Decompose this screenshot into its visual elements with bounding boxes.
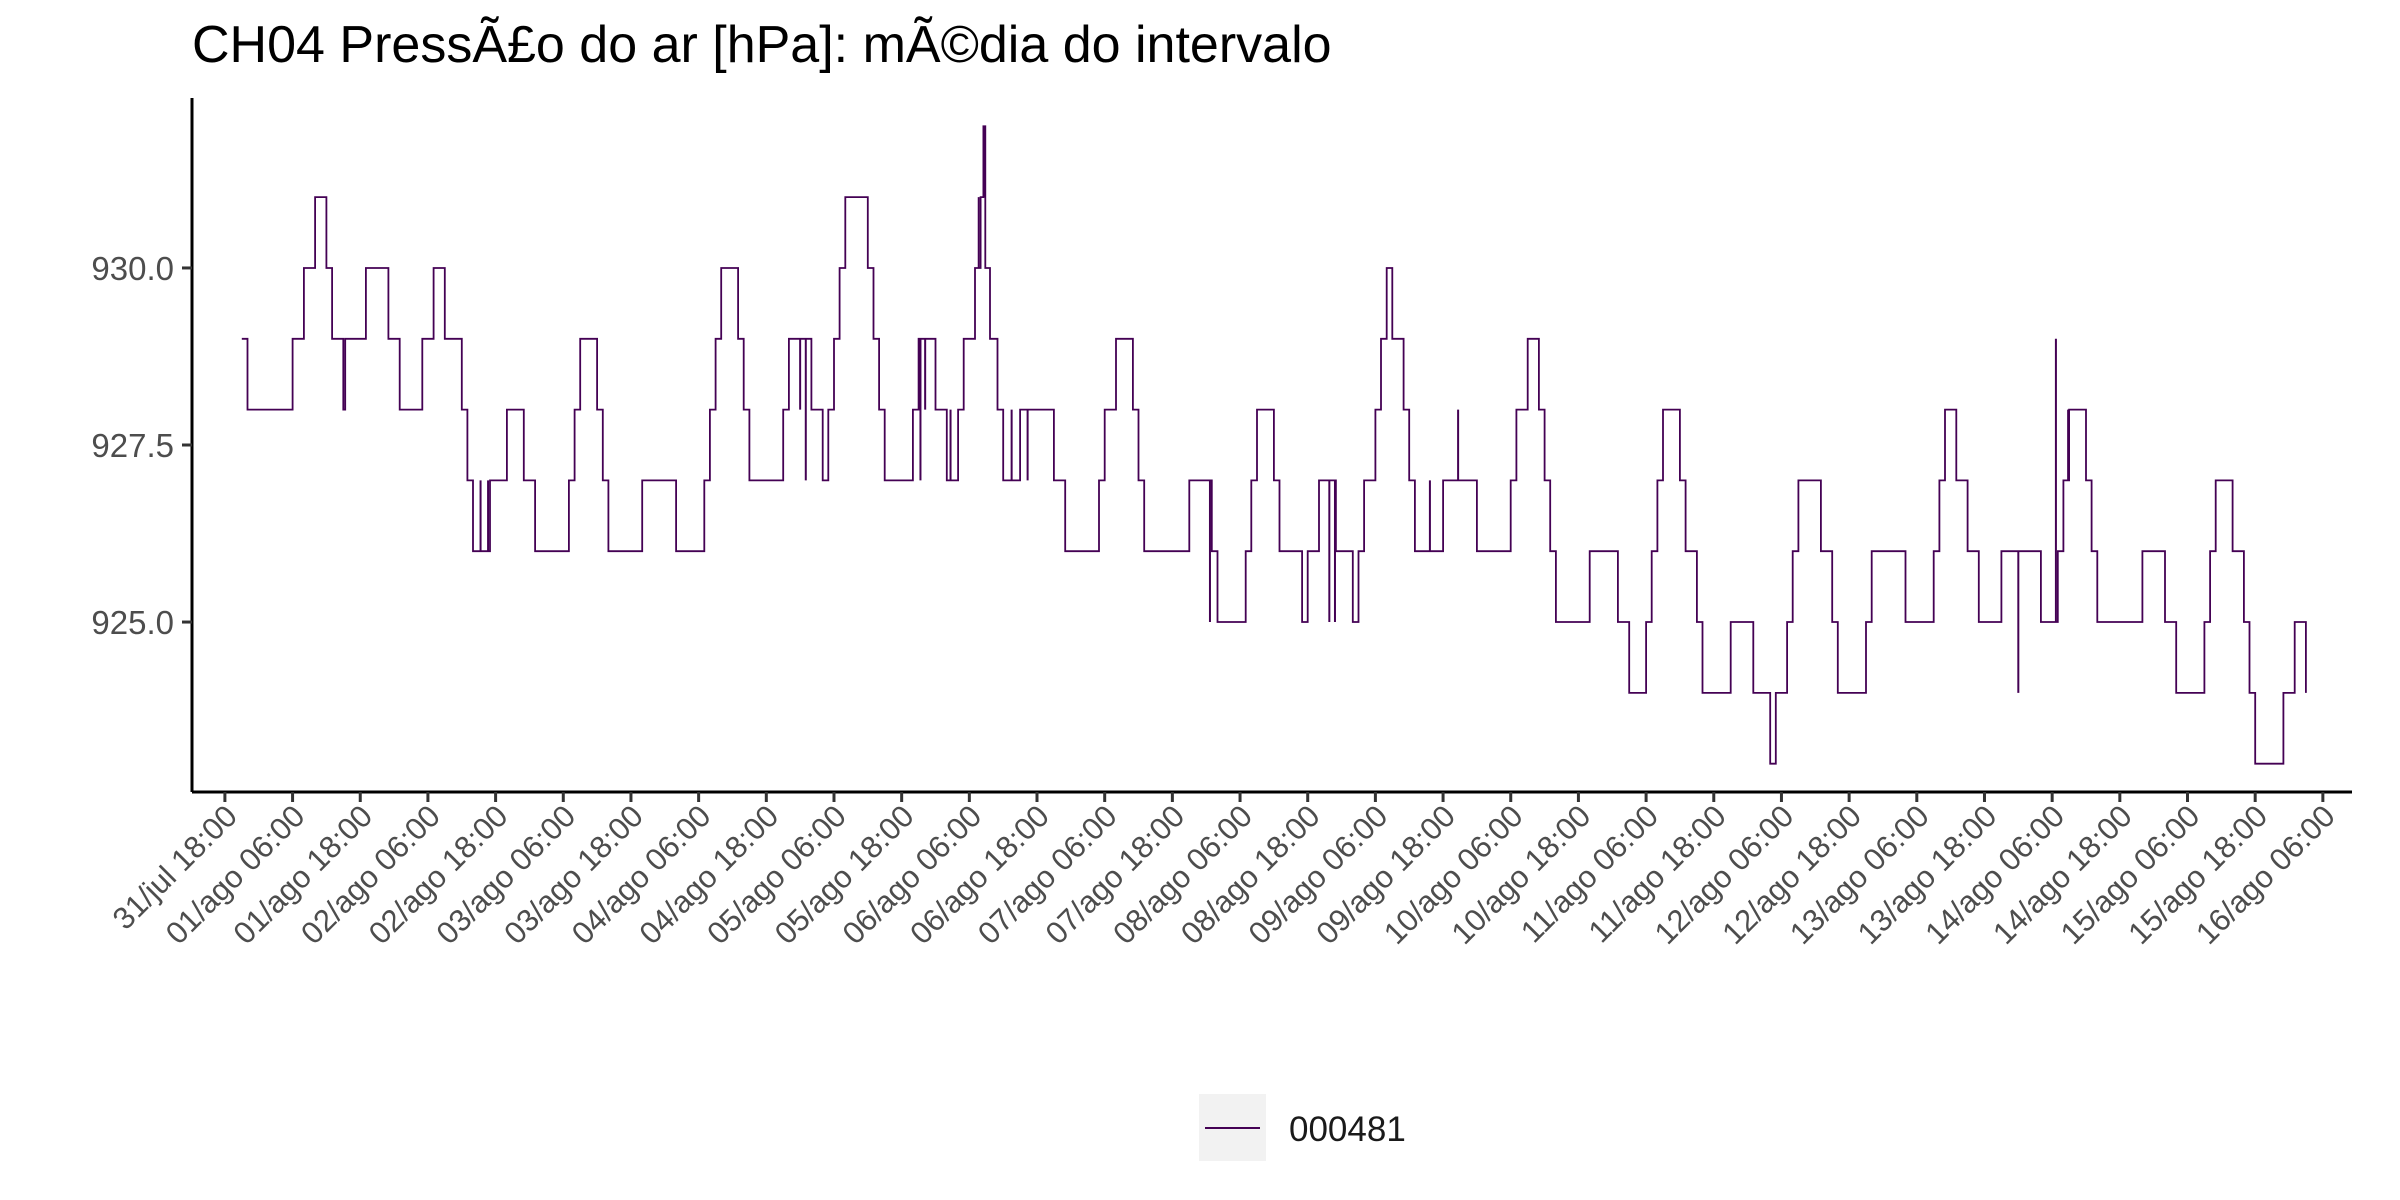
y-tick-label: 927.5 <box>91 427 174 464</box>
series-line-000481 <box>241 125 2307 765</box>
y-axis-ticks: 925.0 927.5 930.0 <box>91 250 192 641</box>
chart-title: CH04 PressÃ£o do ar [hPa]: mÃ©dia do int… <box>192 16 1332 74</box>
legend: 000481 <box>1199 1094 1406 1161</box>
y-tick-label: 925.0 <box>91 604 174 641</box>
series-group <box>241 125 2307 765</box>
legend-label-000481: 000481 <box>1289 1110 1406 1149</box>
y-tick-label: 930.0 <box>91 250 174 287</box>
